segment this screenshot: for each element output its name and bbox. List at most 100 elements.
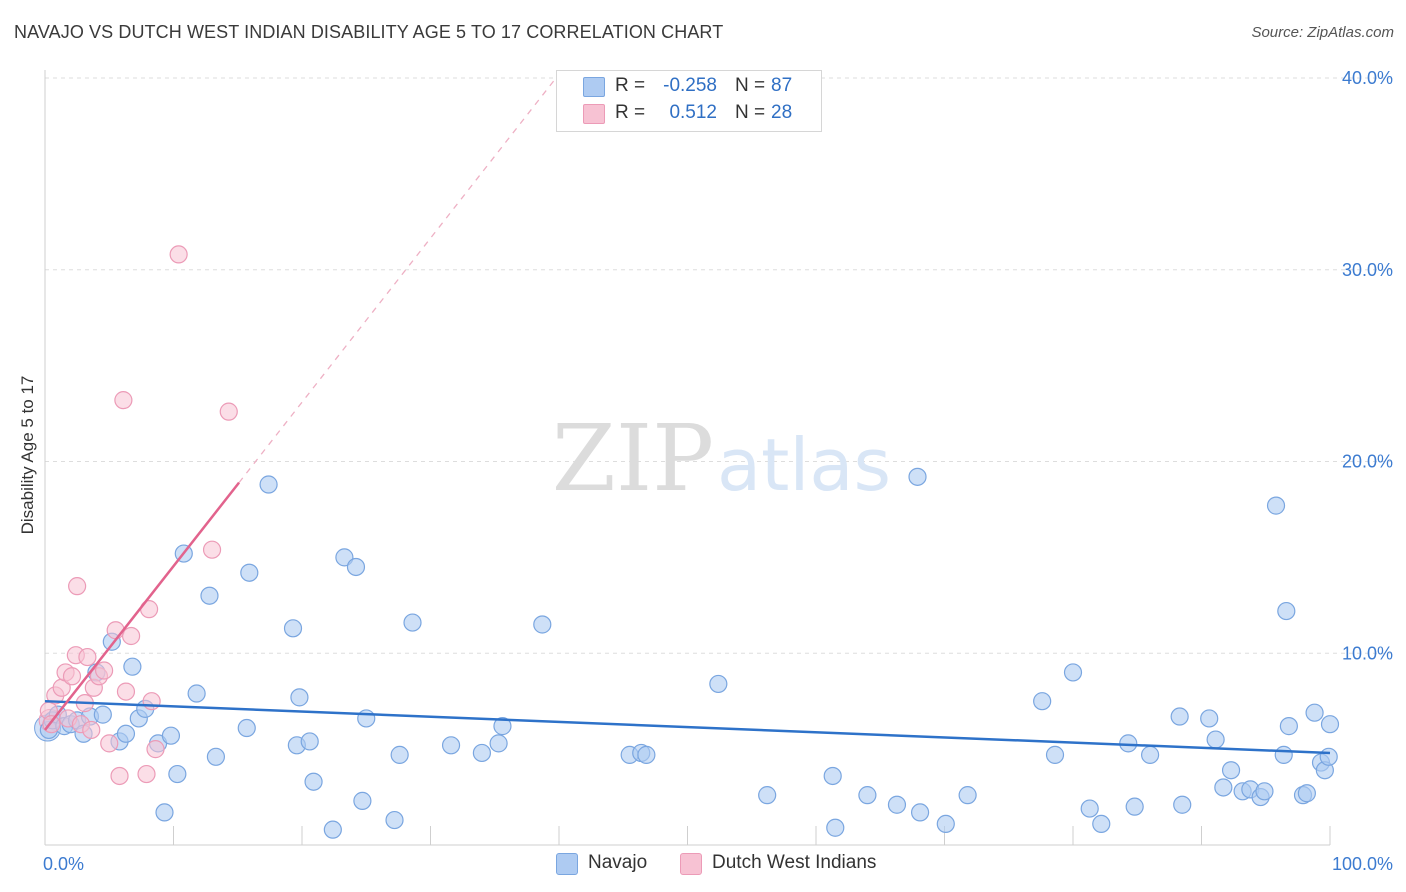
chart-title: NAVAJO VS DUTCH WEST INDIAN DISABILITY A… <box>14 22 724 42</box>
navajo-point <box>1320 715 1340 734</box>
navajo-point <box>200 586 219 605</box>
y-tick-label: 30.0% <box>1342 260 1393 280</box>
navajo-point <box>489 734 508 753</box>
dutch-west-indian-point <box>146 740 165 759</box>
y-tick-label: 20.0% <box>1342 452 1393 472</box>
dutch-west-indian-point <box>62 667 82 686</box>
navajo-point <box>1173 795 1192 814</box>
dutch-west-indian-point <box>82 720 101 740</box>
navajo-point <box>187 684 206 703</box>
dutch-west-indian-point <box>202 540 222 559</box>
navajo-point <box>259 475 278 494</box>
navajo-point <box>1277 601 1296 621</box>
navajo-point <box>385 810 404 830</box>
r-value: -0.258 <box>663 75 717 96</box>
r-label: R = <box>615 102 646 123</box>
navajo-point <box>93 705 112 724</box>
navajo-point <box>390 745 409 764</box>
dutch-west-indian-point <box>68 577 87 596</box>
r-label: R = <box>615 75 646 96</box>
dutch-west-indian-point <box>137 764 156 784</box>
navajo-point <box>1319 747 1338 766</box>
dutch-west-indian-point <box>95 661 114 680</box>
navajo-point <box>1092 814 1111 834</box>
navajo-point <box>1266 496 1286 515</box>
navajo-point <box>1200 709 1219 728</box>
navajo-point <box>823 766 842 786</box>
navajo-point <box>758 786 777 805</box>
y-tick-label: 40.0% <box>1342 68 1393 88</box>
navajo-point <box>290 688 309 707</box>
source-label: Source: ZipAtlas.com <box>1251 24 1394 41</box>
navajo-point <box>1221 761 1241 780</box>
dutch-west-indian-point <box>78 647 97 667</box>
navajo-point <box>1274 745 1293 764</box>
navajo-point <box>1214 778 1233 797</box>
dutch-swatch <box>680 853 702 875</box>
navajo-point <box>123 657 142 676</box>
navajo-point <box>1140 745 1160 764</box>
navajo-point <box>357 709 376 728</box>
navajo-point <box>709 674 728 694</box>
navajo-point <box>237 718 256 738</box>
navajo-point <box>1297 784 1316 803</box>
navajo-point <box>168 764 187 784</box>
legend-label-navajo: Navajo <box>588 852 648 873</box>
watermark-zip: ZIP <box>552 405 714 512</box>
legend-row-navajo: R = -0.258 N = 87 <box>557 74 821 100</box>
dutch-west-indian-point <box>219 402 238 421</box>
navajo-point <box>910 803 930 822</box>
legend-row-dutch-west-indians: R = 0.512 N = 28 <box>557 101 821 127</box>
navajo-point <box>1255 782 1274 801</box>
watermark: ZIP atlas <box>552 405 891 512</box>
navajo-point <box>493 717 512 736</box>
n-label: N = <box>735 75 766 96</box>
navajo-point <box>1080 799 1099 818</box>
watermark-atlas: atlas <box>717 423 891 507</box>
navajo-trend-line <box>44 699 1331 755</box>
navajo-point <box>1170 707 1189 726</box>
navajo-point <box>1045 745 1065 764</box>
x-tick-label: 0.0% <box>43 854 84 874</box>
navajo-swatch <box>583 77 605 97</box>
dutch-west-indian-point <box>114 391 133 410</box>
dutch-west-indian-point <box>142 692 161 711</box>
navajo-point <box>887 795 907 814</box>
axes <box>44 70 1331 846</box>
navajo-point <box>958 786 977 805</box>
dutch-trend-extension <box>238 73 560 483</box>
tick-labels: 10.0% 20.0% 30.0% 40.0% 0.0% 100.0% <box>43 68 1393 874</box>
navajo-point <box>116 724 136 743</box>
navajo-point <box>155 803 174 822</box>
dutch-west-indian-point <box>169 245 188 264</box>
trend-lines <box>44 73 1331 755</box>
dutch-west-indian-point <box>110 766 129 786</box>
navajo-point <box>240 563 259 582</box>
navajo-point <box>1279 717 1298 736</box>
navajo-point <box>403 613 422 632</box>
navajo-point <box>1063 663 1083 682</box>
navajo-point <box>533 615 552 634</box>
r-value: 0.512 <box>669 102 717 123</box>
navajo-swatch <box>556 853 578 875</box>
navajo-point <box>323 820 342 839</box>
dutch-west-indian-point <box>100 734 119 753</box>
navajo-point <box>472 743 491 763</box>
correlation-legend: R = -0.258 N = 87 R = 0.512 N = 28 <box>556 70 822 132</box>
navajo-point <box>300 732 319 751</box>
navajo-point <box>441 736 461 755</box>
navajo-point <box>1206 730 1225 749</box>
data-points <box>34 245 1340 839</box>
dutch-west-indian-point <box>116 682 136 701</box>
n-label: N = <box>735 102 766 123</box>
navajo-point <box>858 786 877 805</box>
navajo-point <box>908 467 927 486</box>
gridlines <box>45 77 1392 654</box>
navajo-point <box>206 747 226 766</box>
navajo-point <box>826 818 845 837</box>
navajo-point <box>637 745 656 764</box>
navajo-point <box>346 557 366 577</box>
dutch-west-indian-point <box>121 626 141 646</box>
x-tick-label: 100.0% <box>1332 854 1393 874</box>
navajo-point <box>1033 692 1052 711</box>
